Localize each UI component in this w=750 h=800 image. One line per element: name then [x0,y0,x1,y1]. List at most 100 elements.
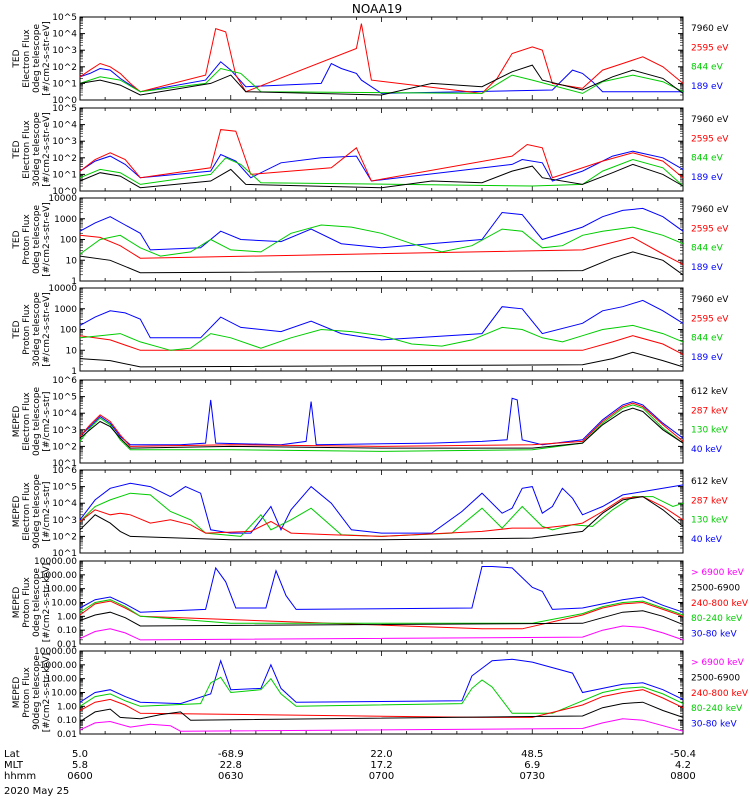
legend-item: 2595 eV [691,134,729,144]
y-tick-label: 0.10 [57,626,77,636]
series-blue [79,658,684,705]
series-green [79,492,684,537]
footer-tick-label: 22.0 [370,749,392,760]
y-axis-label-line: [#/cm2-s-str-eV] [42,202,52,277]
y-axis-label-line: [#/cm2-s-str-keV] [42,653,52,732]
footer-row-label: Lat [4,749,20,760]
legend-item: 7960 eV [691,295,729,305]
legend-item: 7960 eV [691,205,729,215]
series-red [79,335,684,355]
y-tick-label: 10000 [48,284,77,294]
y-axis-label-line: Proton Flux [22,214,32,265]
y-tick-label: 100.00 [46,675,78,685]
footer-tick-label: 48.5 [521,749,543,760]
legend-item: 80-240 keV [691,614,743,624]
series-red [79,234,684,265]
legend-item: 612 keV [691,387,728,397]
legend-item: 844 eV [691,334,724,344]
y-tick-label: 10^2 [52,63,77,73]
y-axis-label-line: MEPED [12,587,22,619]
y-axis-label-line: MEPED [12,677,22,709]
footer-tick-label: -68.9 [218,749,244,760]
series-black [79,496,684,541]
footer-tick-label: 0800 [670,771,695,782]
y-tick-label: 10^5 [52,13,77,23]
footer-tick-label: 0700 [369,771,394,782]
y-axis-label-line: 0deg telescope [32,568,42,638]
y-tick-label: 10^5 [52,393,77,403]
panel-8: 0.01 0.10 1.00 10.00 100.00 1000.00 10000.00 ME… [12,647,749,740]
legend-item: 2595 eV [691,43,729,53]
legend-item: 189 eV [691,263,724,273]
date-label: 2020 May 25 [4,786,69,797]
y-axis-label-line: 90deg telescope [32,655,42,730]
y-axis-label-line: [#/cm2-s-str] [42,391,52,451]
legend-item: 30-80 keV [691,630,737,640]
y-axis-label-line: 0deg telescope [32,205,42,275]
y-tick-label: 100 [60,236,77,246]
y-tick-label: 10^4 [52,121,77,131]
y-tick-label: 10^3 [52,516,77,526]
series-green [79,224,684,257]
series-red [79,129,684,182]
panel-frame [79,560,684,645]
series-red [79,689,684,718]
footer-tick-label: 6.9 [524,760,540,771]
y-axis-label-line: 30deg telescope [32,292,42,367]
series-black [79,610,684,627]
series-black [79,251,684,276]
legend-item: 287 keV [691,406,728,416]
series-green [79,676,684,714]
series-blue [79,482,684,534]
footer-tick-label: 0730 [520,771,545,782]
y-axis-label-line: 30deg telescope [32,112,42,187]
legend-item: 2500-6900 [691,673,740,683]
y-axis-label-line: Electron Flux [22,120,32,179]
legend-item: 189 eV [691,353,724,363]
y-axis-label-line: [#/cm2-s-str-eV] [42,112,52,187]
series-blue [79,566,684,613]
legend-item: 189 eV [691,82,724,92]
footer-tick-label: 22.8 [220,760,242,771]
y-tick-label: 10^5 [52,483,77,493]
y-tick-label: 10^0 [52,187,77,197]
y-tick-label: 10^6 [52,466,77,476]
y-tick-label: 10^3 [52,46,77,56]
panel-frame [79,650,684,735]
legend-item: 612 keV [691,477,728,487]
y-tick-label: 1000 [54,215,77,225]
legend-item: 2595 eV [691,224,729,234]
y-tick-label: 1000 [54,305,77,315]
panel-4: 1 10 100 1000 10000 TED Proton Flux 30deg teles… [12,284,729,377]
legend-item: > 6900 keV [691,658,745,668]
y-axis-label-line: Electron Flux [22,29,32,88]
footer-tick-label: 17.2 [370,760,392,771]
y-axis-label-line: MEPED [12,406,22,438]
legend-item: 240-800 keV [691,599,749,609]
y-tick-label: 10^2 [52,154,77,164]
footer-tick-label: -50.4 [670,749,696,760]
y-axis-label-line: MEPED [12,496,22,528]
series-black [79,701,684,722]
legend-item: 40 keV [691,535,723,545]
series-blue [79,207,684,251]
legend-item: 240-800 keV [691,689,749,699]
y-tick-label: 10000.00 [34,557,77,567]
y-axis-label-line: [#/cm2-s-str-keV] [42,563,52,642]
footer-tick-label: 0600 [67,771,92,782]
panel-frame [79,287,684,372]
series-blue [79,397,684,446]
y-tick-label: 10^3 [52,426,77,436]
y-tick-label: 10^4 [52,30,77,40]
y-axis-label-line: Proton Flux [22,304,32,355]
y-tick-label: 10 [66,346,78,356]
y-tick-label: 10^4 [52,499,77,509]
chart-title: NOAA19 [352,2,402,16]
y-tick-label: 10^1 [52,79,77,89]
legend-item: > 6900 keV [691,568,745,578]
y-tick-label: 10.00 [51,599,77,609]
y-tick-label: 100.00 [46,585,78,595]
y-tick-label: 10^2 [52,442,77,452]
